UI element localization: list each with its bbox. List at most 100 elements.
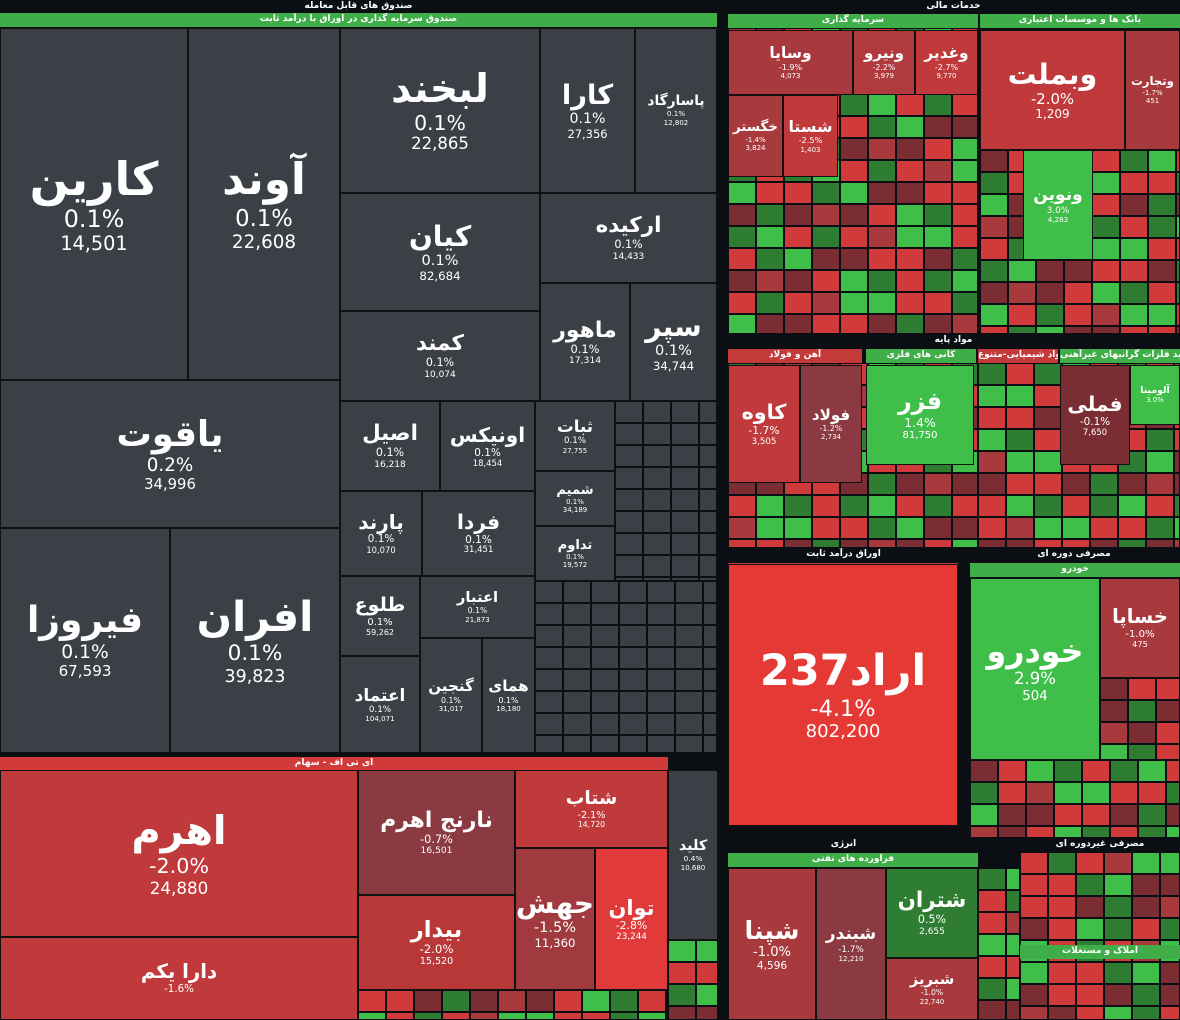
stock-tile: فیروزا 0.1% 67,593 (0, 528, 170, 753)
small-tile (1104, 962, 1132, 984)
small-tile (1062, 473, 1090, 495)
stock-name: پاسارگاد (647, 93, 705, 110)
stock-change: 0.1% (666, 109, 686, 119)
stock-tile: اراد237 -4.1% 802,200 (728, 564, 958, 826)
small-tile (554, 990, 582, 1012)
small-tile (1110, 782, 1138, 804)
stock-change: 3.0% (1146, 396, 1164, 405)
section-header: مواد پایه (934, 335, 973, 345)
small-tile (896, 138, 924, 160)
small-tile (784, 182, 812, 204)
small-tile (728, 248, 756, 270)
small-tile (643, 533, 671, 555)
small-tile (896, 226, 924, 248)
stock-name: ثبات (556, 417, 594, 437)
small-tile (1146, 473, 1174, 495)
section-header: مواد شیمیایی-متنوع (978, 349, 1058, 363)
stock-change: -1.5% (533, 919, 577, 936)
stock-tile: لبخند 0.1% 22,865 (340, 28, 540, 193)
small-tile (812, 517, 840, 539)
small-tile (924, 204, 952, 226)
small-tile (1048, 852, 1076, 874)
small-tile (924, 248, 952, 270)
stock-name: خساپا (1112, 605, 1168, 629)
small-tile (1118, 517, 1146, 539)
small-tile (671, 511, 699, 533)
small-tile (1132, 896, 1160, 918)
stock-name: اصیل (362, 421, 418, 447)
stock-value: 11,360 (534, 935, 576, 950)
small-tile (978, 385, 1006, 407)
small-tile (1118, 539, 1146, 548)
stock-tile: توان -2.8% 23,244 (595, 848, 668, 990)
stock-tile: وغدیر -2.7% 9,770 (915, 30, 978, 95)
stock-name: نارنج اهرم (380, 808, 493, 834)
small-tile (563, 669, 591, 691)
small-tile (1062, 517, 1090, 539)
small-tile (1148, 282, 1176, 304)
small-tile (756, 314, 784, 334)
small-tile (498, 990, 526, 1012)
small-tile (784, 226, 812, 248)
small-tile (896, 495, 924, 517)
stock-name: تداوم (557, 537, 593, 553)
section-header: مصرفی دوره ای (1037, 549, 1111, 559)
stock-value: 4,596 (756, 958, 788, 972)
stock-tile: خساپا -1.0% 475 (1100, 578, 1180, 678)
small-tile (1076, 1006, 1104, 1020)
stock-change: 0.1% (375, 445, 405, 459)
stock-value: 34,189 (562, 506, 588, 515)
stock-value: 104,071 (365, 714, 395, 724)
small-tile (1090, 473, 1118, 495)
small-tile (784, 292, 812, 314)
small-tile (756, 517, 784, 539)
small-tile (619, 735, 647, 753)
small-tile (728, 292, 756, 314)
section-header: صندوق های قابل معامله (304, 1, 413, 11)
small-tile (1120, 238, 1148, 260)
small-tile (703, 735, 717, 753)
stock-tile: شمیم 0.1% 34,189 (535, 471, 615, 526)
small-tile (1160, 984, 1180, 1006)
small-tile (615, 555, 643, 577)
small-tile (675, 669, 703, 691)
stock-change: 0.1% (614, 237, 643, 251)
small-tile (978, 363, 1006, 385)
stock-value: 802,200 (805, 721, 881, 743)
small-tile (1064, 304, 1092, 326)
small-tile (980, 326, 1008, 334)
small-tile (1090, 539, 1118, 548)
small-tile (1138, 760, 1166, 782)
small-tile (978, 451, 1006, 473)
stock-tile: ونوین 3.0% 4,283 (1023, 150, 1093, 260)
small-tile (647, 581, 675, 603)
small-tile (675, 647, 703, 669)
small-tile (868, 248, 896, 270)
small-tile (812, 539, 840, 548)
small-tile (1006, 956, 1020, 978)
small-tile (696, 962, 718, 984)
small-tile (675, 603, 703, 625)
stock-value: 4,283 (1047, 214, 1069, 224)
stock-tile: تداوم 0.1% 19,572 (535, 526, 615, 581)
small-tile (1176, 150, 1180, 172)
small-tile (535, 647, 563, 669)
section-header: اوراق درآمد ثابت (806, 549, 881, 559)
stock-name: فولاد (811, 405, 851, 424)
stock-name: وبملت (1007, 57, 1098, 92)
section-header: آهن و فولاد (728, 349, 862, 363)
small-tile (615, 467, 643, 489)
small-tile (1026, 782, 1054, 804)
small-tile (591, 735, 619, 753)
small-tile (812, 204, 840, 226)
stock-name: ارکیده (595, 213, 662, 239)
small-tile (952, 138, 978, 160)
small-tile (671, 423, 699, 445)
small-tile (784, 270, 812, 292)
small-tile (1092, 172, 1120, 194)
stock-change: 0.1% (414, 110, 466, 135)
stock-name: همای (488, 677, 529, 696)
small-tile (896, 116, 924, 138)
small-tile (952, 160, 978, 182)
small-tile (1120, 216, 1148, 238)
